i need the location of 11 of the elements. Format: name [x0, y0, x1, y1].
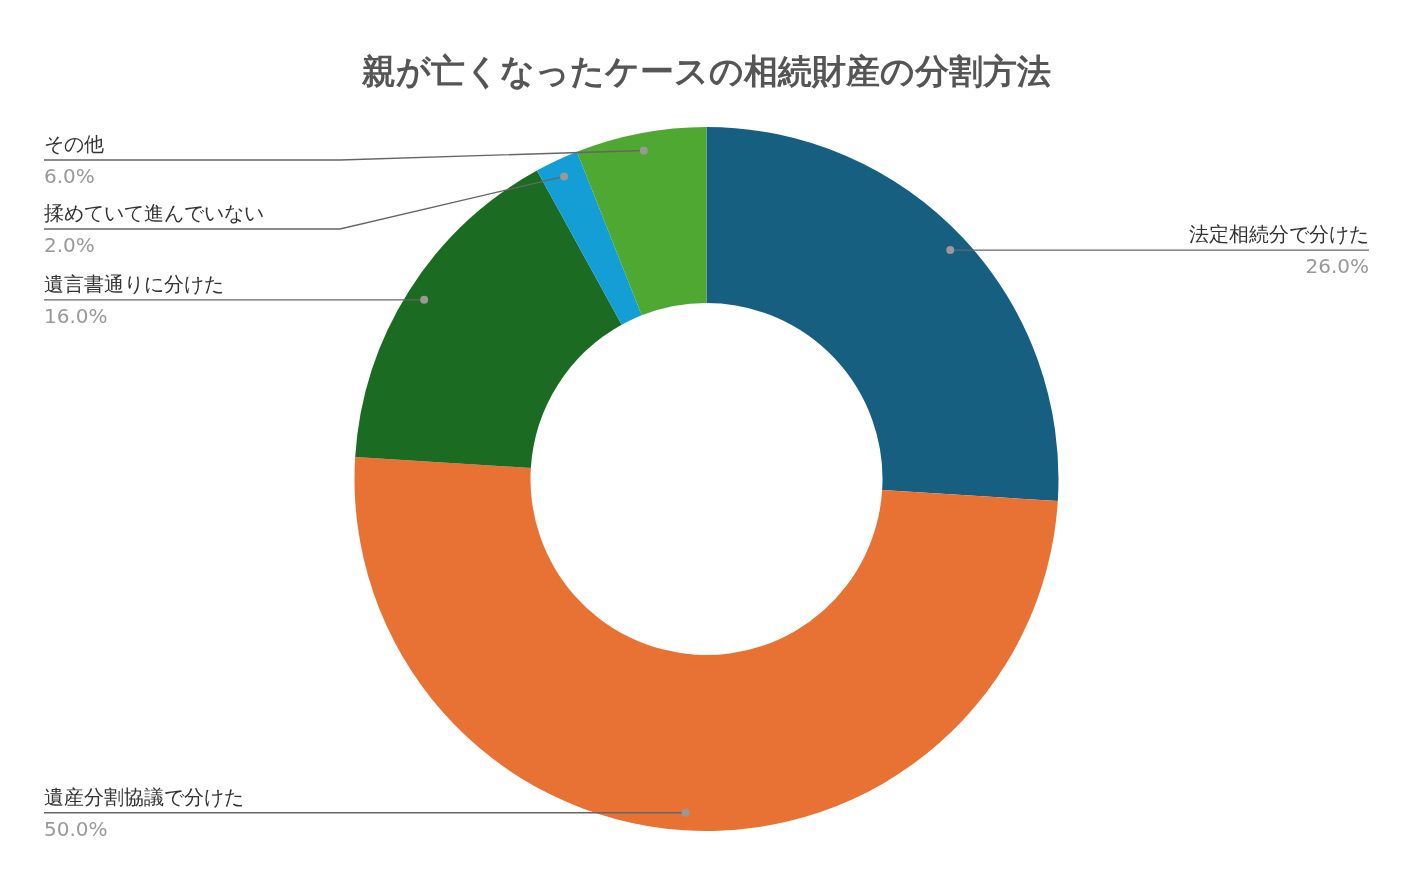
data-label: 6.0% — [44, 164, 95, 189]
data-label: 2.0% — [44, 233, 95, 258]
slice-label: 法定相続分で分けた — [1189, 222, 1369, 247]
chart-title: 親が亡くなったケースの相続財産の分割方法 — [361, 50, 1051, 91]
data-label: 16.0% — [44, 304, 108, 329]
data-label: 26.0% — [1305, 254, 1369, 279]
slice-label: その他 — [44, 132, 104, 157]
slice-label: 遺産分割協議で分けた — [44, 784, 244, 809]
slice-label: 遺言書通りに分けた — [44, 272, 224, 297]
slice-label: 揉めていて進んでいない — [44, 201, 264, 226]
data-label: 50.0% — [44, 816, 108, 841]
